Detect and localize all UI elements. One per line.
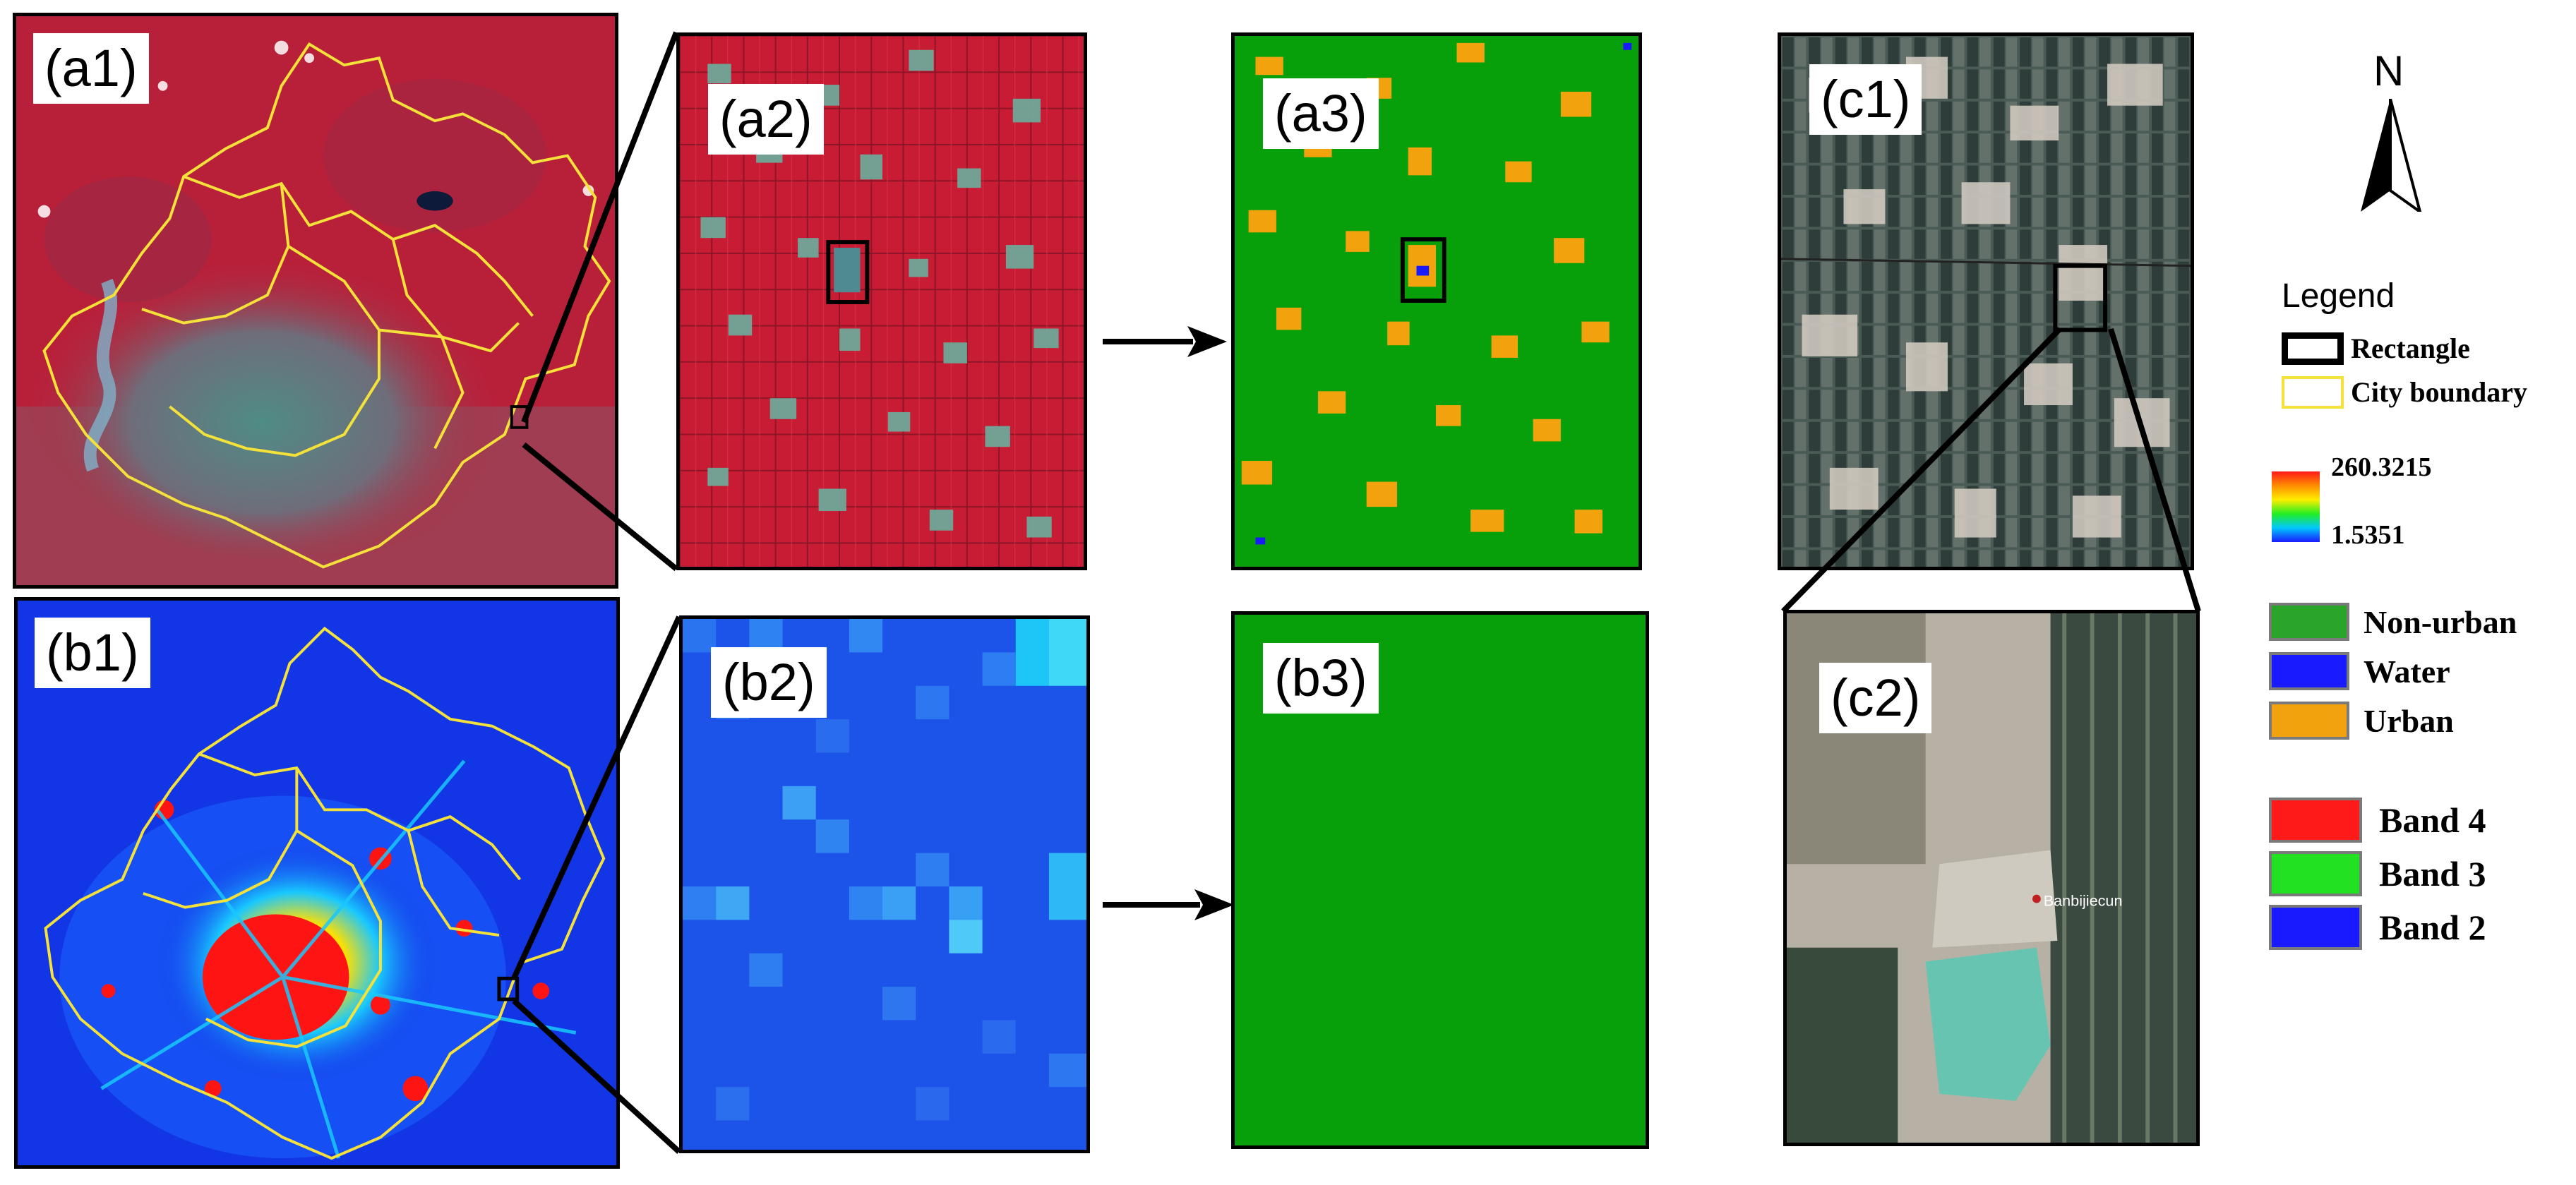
legend-item-water: Water bbox=[2269, 652, 2450, 690]
legend-label-urban: Urban bbox=[2364, 702, 2454, 739]
a2-zoom-rectangle bbox=[826, 240, 870, 304]
band-2-swatch bbox=[2269, 905, 2362, 950]
b1-night-light-image bbox=[18, 601, 616, 1165]
non-urban-swatch bbox=[2269, 603, 2349, 641]
legend-label-band-3: Band 3 bbox=[2379, 854, 2486, 894]
band-4-swatch bbox=[2269, 798, 2362, 843]
legend-label-band-2: Band 2 bbox=[2379, 908, 2486, 947]
b1-zoom-rectangle bbox=[497, 976, 520, 1001]
legend-label-non-urban: Non-urban bbox=[2364, 603, 2517, 640]
a1-city-boundary bbox=[42, 42, 611, 569]
b1-city-boundary bbox=[44, 626, 606, 1160]
panel-a1: (a1) bbox=[13, 13, 618, 589]
a1-false-color-image bbox=[16, 16, 615, 585]
c1-c2-connector-left bbox=[1781, 327, 2062, 613]
panel-label-b1: (b1) bbox=[35, 618, 150, 688]
panel-label-c1: (c1) bbox=[1809, 64, 1922, 135]
panel-a2: (a2) bbox=[676, 32, 1087, 570]
north-label: N bbox=[2373, 47, 2404, 95]
b1-b2-connector-top bbox=[511, 615, 682, 980]
legend-label-city-boundary: City boundary bbox=[2351, 376, 2528, 408]
panel-c2: Banbijiecun (c2) bbox=[1783, 610, 2200, 1146]
legend-title: Legend bbox=[2282, 277, 2395, 315]
panel-label-b2: (b2) bbox=[711, 647, 827, 718]
legend-item-non-urban: Non-urban bbox=[2269, 603, 2517, 641]
panel-label-b3: (b3) bbox=[1263, 643, 1379, 714]
panel-b1: (b1) bbox=[14, 597, 620, 1169]
a2-false-color-zoom bbox=[680, 36, 1084, 567]
c1-zoom-rectangle bbox=[2053, 263, 2108, 332]
b1-b2-connector-bottom bbox=[512, 999, 681, 1154]
a1-a2-connector-top bbox=[521, 31, 679, 423]
legend-item-urban: Urban bbox=[2269, 702, 2454, 740]
panel-c1: (c1) bbox=[1778, 32, 2194, 570]
c1-c2-connector-right bbox=[2108, 327, 2201, 613]
band-3-swatch bbox=[2269, 851, 2362, 896]
panel-label-a2: (a2) bbox=[708, 84, 824, 155]
legend-item-band-4: Band 4 bbox=[2269, 798, 2486, 843]
legend-label-rectangle: Rectangle bbox=[2351, 332, 2470, 364]
panel-label-c2: (c2) bbox=[1819, 663, 1932, 733]
legend-item-band-2: Band 2 bbox=[2269, 905, 2486, 950]
panel-b2: (b2) bbox=[679, 615, 1090, 1153]
a1-a2-connector-bottom bbox=[522, 442, 678, 572]
ntl-max-value: 260.3215 bbox=[2331, 452, 2432, 482]
legend-item-rectangle: Rectangle bbox=[2282, 332, 2470, 365]
panel-label-a3: (a3) bbox=[1263, 78, 1379, 149]
legend-item-city-boundary: City boundary bbox=[2282, 375, 2527, 409]
legend-label-water: Water bbox=[2364, 653, 2450, 690]
north-arrow-icon bbox=[2361, 99, 2422, 212]
urban-swatch bbox=[2269, 702, 2349, 740]
ntl-gradient-bar bbox=[2272, 471, 2320, 542]
ntl-min-value: 1.5351 bbox=[2331, 520, 2405, 550]
water-swatch bbox=[2269, 652, 2349, 690]
rectangle-swatch bbox=[2282, 332, 2344, 365]
panel-a3: (a3) bbox=[1231, 32, 1642, 570]
arrow-b2-to-b3 bbox=[1103, 889, 1234, 920]
a3-zoom-rectangle bbox=[1400, 237, 1446, 303]
panel-b3: (b3) bbox=[1231, 611, 1649, 1149]
city-boundary-swatch bbox=[2282, 375, 2344, 409]
panel-label-a1: (a1) bbox=[33, 33, 149, 104]
legend-label-band-4: Band 4 bbox=[2379, 800, 2486, 840]
arrow-a2-to-a3 bbox=[1103, 326, 1227, 357]
c2-place-label: Banbijiecun bbox=[2044, 891, 2123, 909]
legend-item-band-3: Band 3 bbox=[2269, 851, 2486, 896]
